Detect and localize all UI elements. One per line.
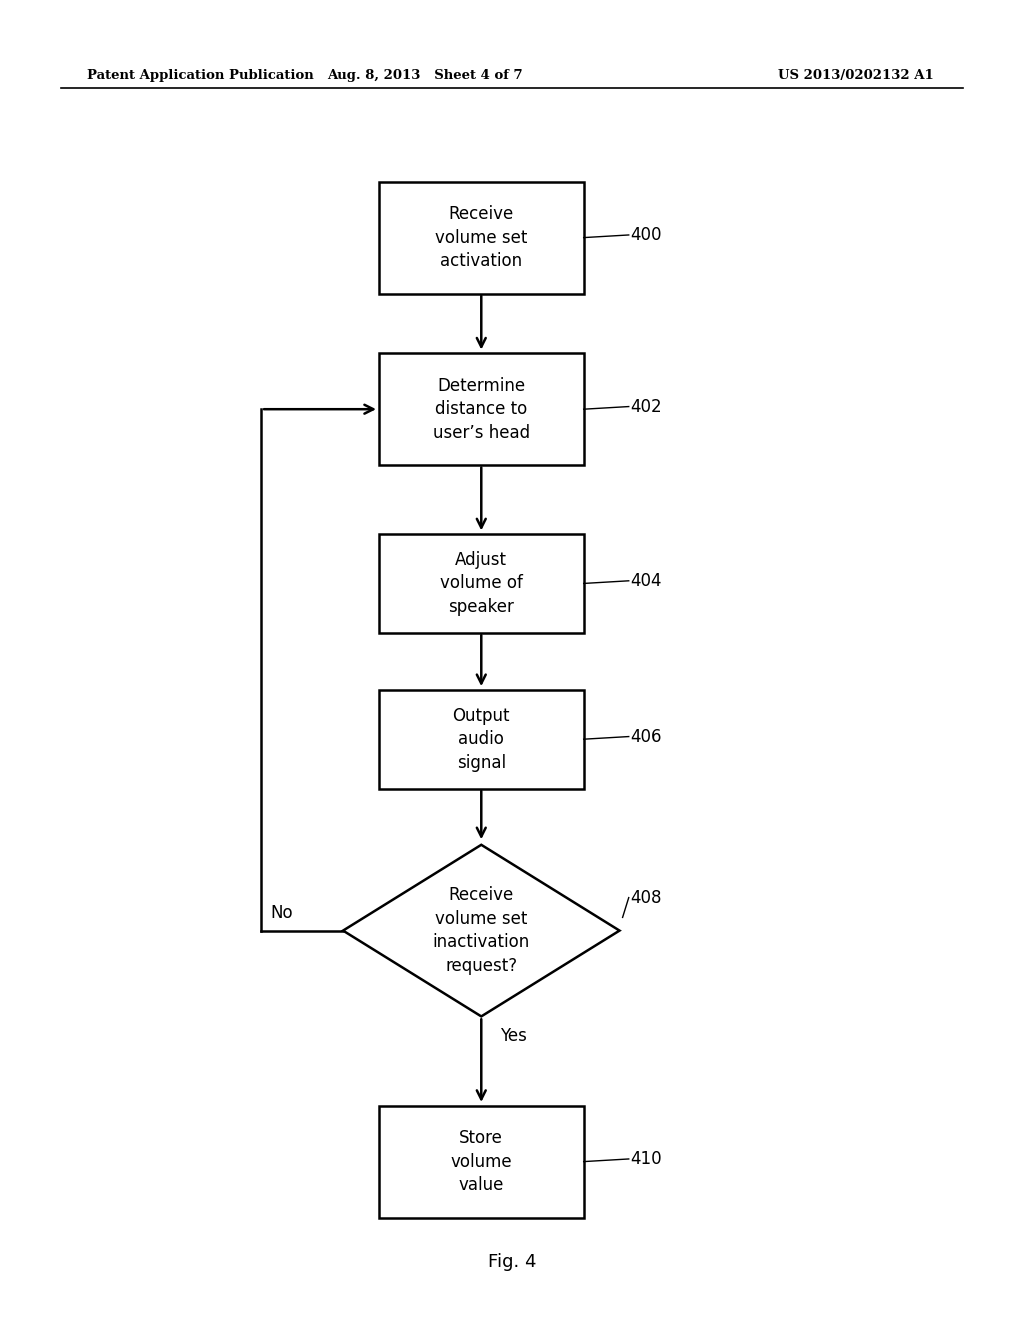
Text: Output
audio
signal: Output audio signal xyxy=(453,706,510,772)
Text: Store
volume
value: Store volume value xyxy=(451,1129,512,1195)
Text: 410: 410 xyxy=(630,1150,662,1168)
Text: Patent Application Publication: Patent Application Publication xyxy=(87,69,313,82)
Text: 402: 402 xyxy=(630,397,662,416)
Text: US 2013/0202132 A1: US 2013/0202132 A1 xyxy=(778,69,934,82)
Text: 404: 404 xyxy=(630,572,662,590)
Text: Fig. 4: Fig. 4 xyxy=(487,1253,537,1271)
Text: Yes: Yes xyxy=(500,1027,526,1045)
Text: 400: 400 xyxy=(630,226,662,244)
Text: Determine
distance to
user’s head: Determine distance to user’s head xyxy=(433,376,529,442)
Bar xyxy=(379,689,584,788)
Bar xyxy=(379,181,584,294)
Polygon shape xyxy=(343,845,620,1016)
Text: Receive
volume set
activation: Receive volume set activation xyxy=(435,205,527,271)
Bar xyxy=(379,354,584,466)
Bar xyxy=(379,535,584,632)
Text: 408: 408 xyxy=(630,888,662,907)
Text: 406: 406 xyxy=(630,727,662,746)
Text: Adjust
volume of
speaker: Adjust volume of speaker xyxy=(440,550,522,616)
Text: No: No xyxy=(270,904,293,923)
Bar xyxy=(379,1106,584,1217)
Text: Receive
volume set
inactivation
request?: Receive volume set inactivation request? xyxy=(433,886,529,975)
Text: Aug. 8, 2013   Sheet 4 of 7: Aug. 8, 2013 Sheet 4 of 7 xyxy=(327,69,523,82)
